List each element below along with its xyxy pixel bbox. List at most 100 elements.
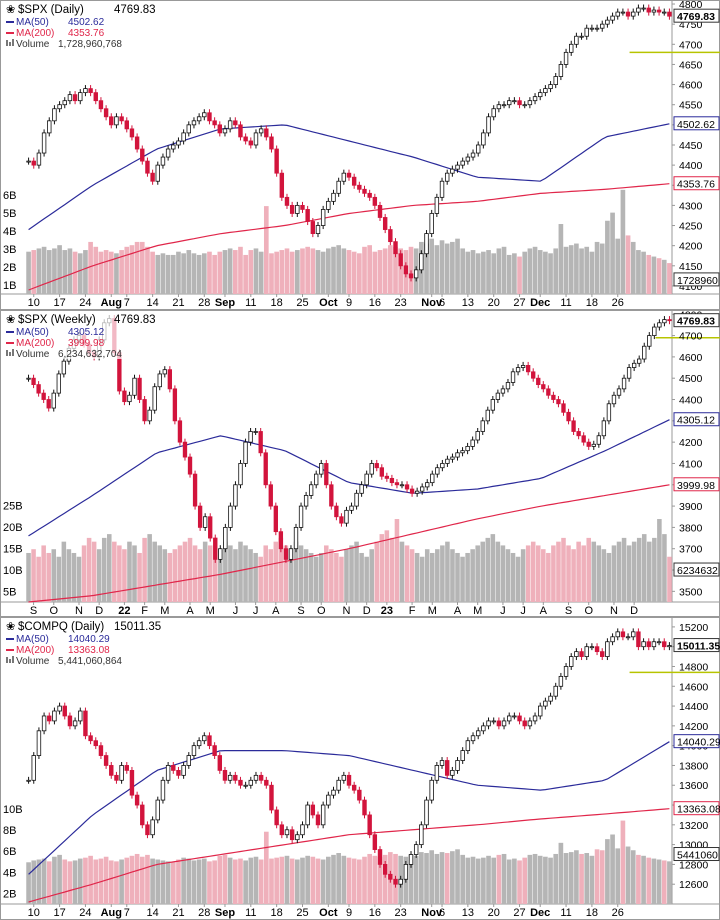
volume-bar	[354, 541, 359, 602]
candle-body	[637, 358, 642, 364]
candle-body	[124, 765, 129, 771]
volume-bar	[26, 251, 31, 294]
volume-bar	[605, 220, 610, 294]
volume-bar	[434, 245, 440, 294]
date-tick-label: 13	[462, 297, 474, 309]
volume-bar	[568, 852, 574, 904]
volume-bar	[445, 541, 450, 602]
candle-body	[155, 164, 160, 182]
legend-swatch	[6, 350, 8, 356]
spx-weekly-panel: 25B20B15B10B5B48004700460045004400430042…	[0, 309, 720, 617]
volume-bar	[278, 537, 284, 602]
candle-body	[310, 804, 316, 816]
date-tick-label: O	[49, 605, 58, 617]
date-tick-label: 27	[513, 907, 525, 919]
candle-body	[566, 411, 571, 422]
volume-bar	[67, 248, 73, 294]
candle-body	[248, 431, 253, 443]
candle-body	[631, 11, 636, 17]
volume-bar	[611, 545, 617, 602]
volume-bar	[227, 857, 233, 904]
candle-body	[134, 794, 140, 806]
volume-bar	[543, 856, 548, 904]
volume-bar	[187, 537, 193, 602]
volume-bar	[263, 206, 269, 294]
chart-title: $COMPQ (Daily)	[18, 621, 104, 633]
candle-body	[667, 319, 672, 322]
volume-bar	[455, 849, 460, 904]
volume-bar	[574, 243, 579, 294]
candle-body	[155, 799, 160, 821]
volume-bar	[320, 251, 326, 294]
volume-bar	[615, 848, 621, 904]
volume-bar	[646, 254, 652, 294]
volume-bar	[96, 549, 102, 602]
candle-body	[429, 779, 434, 801]
volume-bar	[191, 860, 197, 904]
volume-bar	[362, 246, 367, 294]
candle-body	[243, 784, 248, 787]
candle-body	[167, 369, 173, 390]
volume-tick-label: 5B	[3, 208, 16, 220]
candle-body	[481, 725, 486, 732]
candle-body	[57, 705, 62, 712]
candle-body	[538, 92, 543, 98]
volume-bar	[320, 859, 326, 904]
candle-body	[377, 849, 383, 865]
date-tick-label: 17	[53, 297, 65, 309]
candle-body	[228, 505, 233, 528]
candle-body	[596, 435, 601, 445]
candle-body	[413, 844, 419, 855]
candle-body	[527, 100, 533, 106]
volume-tick-label: 5B	[3, 586, 16, 598]
candle-body	[243, 136, 248, 142]
volume-bar	[41, 545, 46, 602]
ma200-line	[28, 484, 670, 603]
candle-body	[124, 120, 129, 130]
chart-icon: ❀	[6, 621, 15, 633]
volume-bar	[667, 861, 672, 904]
candle-body	[465, 446, 470, 452]
candle-body	[212, 745, 217, 756]
candle-body	[379, 467, 384, 477]
price-tag-box	[673, 847, 720, 862]
volume-bar	[419, 556, 425, 602]
volume-bar	[51, 549, 57, 602]
candle-body	[642, 345, 647, 360]
legend-swatch	[12, 656, 14, 663]
volume-tick-label: 1B	[3, 280, 16, 292]
volume-bar	[500, 545, 506, 602]
candle-body	[103, 755, 109, 766]
date-tick-label: 11	[560, 907, 571, 919]
volume-bar	[243, 545, 248, 602]
volume-bar	[501, 246, 507, 294]
ma200-line	[28, 183, 670, 291]
volume-bar	[475, 545, 480, 602]
price-tick-label: 4700	[679, 331, 703, 343]
volume-bar	[374, 541, 380, 602]
price-tag-label: 3999.98	[677, 480, 715, 492]
candle-body	[601, 420, 607, 437]
candle-body	[625, 636, 631, 639]
volume-bar	[300, 857, 305, 904]
volume-bar	[581, 545, 586, 602]
volume-bar	[160, 860, 166, 904]
volume-bar	[326, 856, 331, 904]
volume-bar	[548, 857, 553, 904]
candle-body	[31, 755, 36, 781]
volume-bar	[636, 250, 641, 294]
price-tick-label: 4450	[679, 140, 703, 152]
candle-body	[212, 120, 217, 126]
volume-bar	[377, 856, 383, 904]
volume-bar	[315, 858, 321, 904]
candle-body	[191, 120, 197, 126]
candle-body	[563, 666, 569, 677]
date-tick-label: Dec	[530, 297, 550, 309]
volume-bar	[377, 250, 383, 294]
date-tick-label: Aug	[101, 907, 122, 919]
candle-body	[357, 184, 362, 190]
date-tick-label: 18	[586, 907, 598, 919]
volume-bar	[626, 545, 632, 602]
candle-body	[615, 631, 620, 638]
candle-body	[543, 700, 548, 707]
